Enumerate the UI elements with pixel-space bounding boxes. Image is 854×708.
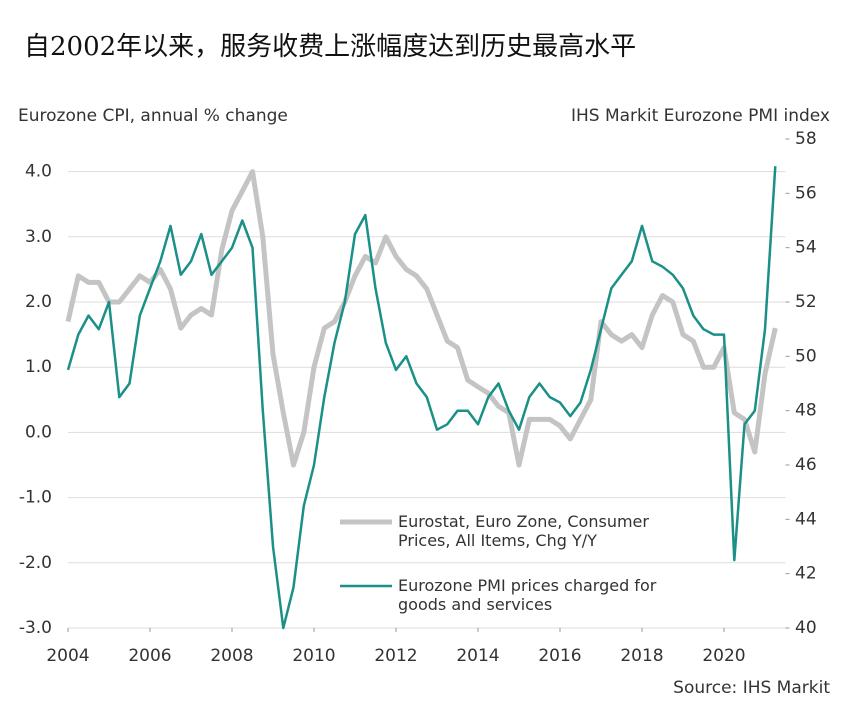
y-tick-label: 1.0 — [25, 357, 52, 377]
series-line — [66, 166, 777, 630]
y-tick-label: 3.0 — [25, 227, 52, 247]
y2-tick-label: 56 — [795, 183, 817, 203]
y2-tick-label: 52 — [795, 292, 817, 312]
x-tick-label: 2004 — [46, 646, 89, 666]
y2-tick-label: 48 — [795, 401, 817, 421]
x-tick-label: 2012 — [374, 646, 417, 666]
y2-tick-label: 42 — [795, 564, 817, 584]
y2-tick-label: 46 — [795, 455, 817, 475]
y2-tick-label: 50 — [795, 346, 817, 366]
x-tick-label: 2010 — [292, 646, 335, 666]
legend-label: Eurozone PMI prices charged for goods an… — [398, 576, 657, 614]
y2-tick-label: 44 — [795, 509, 817, 529]
x-tick-label: 2018 — [620, 646, 663, 666]
x-tick-label: 2016 — [538, 646, 581, 666]
x-tick-label: 2006 — [128, 646, 171, 666]
y-tick-label: -3.0 — [19, 618, 52, 638]
y-tick-label: 4.0 — [25, 162, 52, 182]
y2-tick-label: 40 — [795, 618, 817, 638]
y-tick-label: -2.0 — [19, 553, 52, 573]
legend-bg — [336, 510, 646, 554]
y-tick-label: -1.0 — [19, 488, 52, 508]
y2-tick-label: 54 — [795, 238, 817, 258]
legend-label: Eurostat, Euro Zone, Consumer Prices, Al… — [398, 512, 649, 550]
plot-clip — [68, 139, 786, 628]
legend-bg — [336, 574, 646, 618]
chart-title: 自2002年以来，服务收费上涨幅度达到历史最高水平 — [24, 32, 636, 62]
series-line — [65, 169, 778, 468]
y2-axis-label: IHS Markit Eurozone PMI index — [571, 106, 830, 126]
y-tick-label: 2.0 — [25, 292, 52, 312]
x-tick-label: 2014 — [456, 646, 499, 666]
y2-tick-label: 58 — [795, 129, 817, 149]
x-tick-label: 2020 — [702, 646, 745, 666]
y-tick-label: 0.0 — [25, 422, 52, 442]
y-axis-label: Eurozone CPI, annual % change — [18, 106, 288, 126]
source: Source: IHS Markit — [673, 678, 830, 698]
x-tick-label: 2008 — [210, 646, 253, 666]
